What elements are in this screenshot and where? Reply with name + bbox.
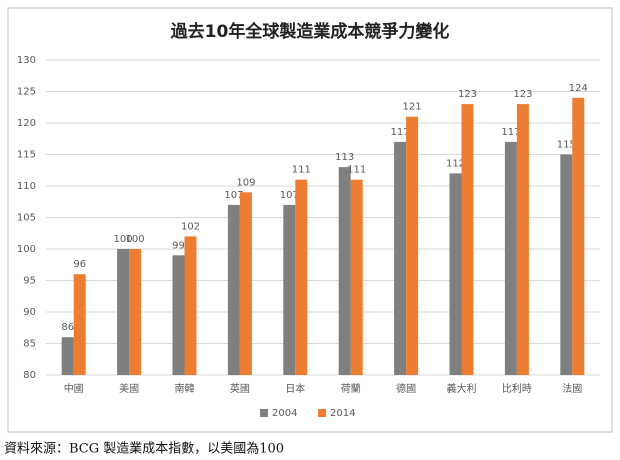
bar: [61, 337, 74, 375]
value-label: 102: [181, 221, 200, 232]
value-label: 100: [114, 234, 133, 245]
value-label: 123: [458, 89, 477, 100]
value-label: 100: [126, 234, 145, 245]
bar: [394, 141, 407, 375]
bar: [406, 116, 419, 375]
value-label: 99: [172, 240, 185, 251]
value-label: 107: [280, 190, 299, 201]
x-tick-label: 法國: [562, 382, 582, 395]
bar: [239, 192, 252, 375]
value-label: 111: [347, 165, 366, 176]
bar: [73, 274, 86, 375]
bar: [283, 204, 296, 375]
x-tick-label: 義大利: [447, 382, 477, 395]
value-label: 109: [236, 177, 255, 188]
chart-title: 過去10年全球製造業成本競爭力變化: [171, 21, 450, 42]
y-tick-label: 80: [23, 370, 36, 381]
value-label: 121: [403, 102, 422, 113]
bar: [516, 104, 529, 375]
bar: [172, 255, 185, 375]
value-label: 107: [224, 190, 243, 201]
bar: [461, 104, 474, 375]
bar: [129, 249, 142, 375]
x-tick-label: 日本: [285, 382, 305, 395]
x-tick-label: 美國: [119, 382, 139, 395]
x-tick-label: 英國: [230, 382, 250, 395]
value-label: 115: [557, 140, 576, 151]
value-label: 113: [335, 152, 354, 163]
y-tick-label: 130: [17, 55, 36, 66]
y-tick-label: 110: [17, 181, 36, 192]
y-tick-label: 120: [17, 118, 36, 129]
bar: [504, 141, 517, 375]
value-label: 111: [292, 165, 311, 176]
legend-label: 2004: [272, 408, 297, 419]
x-tick-label: 荷蘭: [341, 382, 361, 395]
y-tick-label: 85: [23, 339, 36, 350]
bar: [449, 173, 462, 375]
x-tick-label: 中國: [64, 382, 84, 395]
bar: [227, 204, 240, 375]
value-label: 123: [513, 89, 532, 100]
bar: [184, 236, 197, 375]
value-label: 117: [391, 127, 410, 138]
bar: [572, 97, 585, 376]
value-label: 96: [73, 259, 86, 270]
y-tick-label: 100: [17, 244, 36, 255]
legend-swatch: [318, 409, 326, 417]
bar: [295, 179, 308, 375]
value-label: 86: [61, 322, 74, 333]
bar: [560, 154, 573, 375]
y-tick-label: 125: [17, 87, 36, 98]
x-tick-label: 比利時: [502, 383, 532, 395]
value-label: 124: [569, 83, 588, 94]
y-tick-label: 90: [23, 307, 36, 318]
y-tick-label: 95: [23, 276, 36, 287]
y-tick-label: 105: [17, 213, 36, 224]
x-tick-label: 南韓: [175, 382, 195, 395]
y-tick-label: 115: [17, 150, 36, 161]
bar: [338, 167, 351, 375]
bar: [350, 179, 363, 375]
value-label: 117: [501, 127, 520, 138]
value-label: 112: [446, 158, 465, 169]
x-tick-label: 德國: [396, 382, 416, 395]
bar: [117, 249, 130, 375]
source-note: 資料來源：BCG 製造業成本指數，以美國為100: [4, 441, 284, 457]
legend-label: 2014: [330, 408, 355, 419]
legend-swatch: [260, 409, 268, 417]
